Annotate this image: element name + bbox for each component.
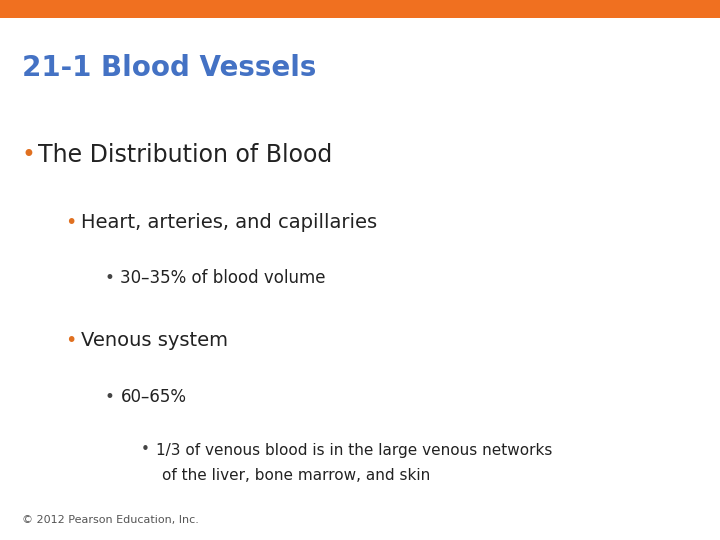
Text: •: • xyxy=(140,442,149,457)
Text: 21-1 Blood Vessels: 21-1 Blood Vessels xyxy=(22,54,316,82)
Text: © 2012 Pearson Education, Inc.: © 2012 Pearson Education, Inc. xyxy=(22,515,199,525)
Text: •: • xyxy=(104,388,114,406)
Text: •: • xyxy=(65,330,76,349)
Text: Heart, arteries, and capillaries: Heart, arteries, and capillaries xyxy=(81,213,377,232)
Text: •: • xyxy=(22,143,35,167)
Text: Venous system: Venous system xyxy=(81,330,228,349)
Text: of the liver, bone marrow, and skin: of the liver, bone marrow, and skin xyxy=(162,469,431,483)
Text: •: • xyxy=(104,269,114,287)
Text: •: • xyxy=(65,213,76,232)
Text: 1/3 of venous blood is in the large venous networks: 1/3 of venous blood is in the large veno… xyxy=(156,442,553,457)
Text: The Distribution of Blood: The Distribution of Blood xyxy=(37,143,332,167)
Text: 30–35% of blood volume: 30–35% of blood volume xyxy=(120,269,326,287)
Bar xyxy=(0,0,720,18)
Text: 60–65%: 60–65% xyxy=(120,388,186,406)
